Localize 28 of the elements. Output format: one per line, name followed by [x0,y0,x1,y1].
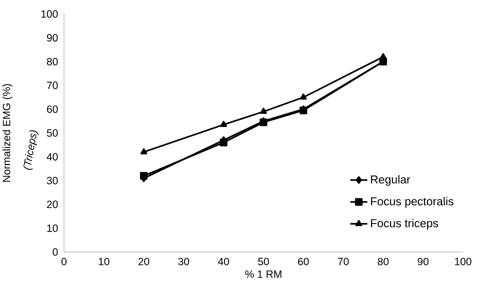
x-tick-label: 40 [218,258,230,266]
x-tick-label: 0 [61,258,66,266]
y-tick-label: 100 [41,10,58,18]
y-tick-label: 60 [47,105,58,113]
text: (Triceps) [23,130,39,170]
legend-label: Focus triceps [371,218,438,230]
x-tick-label: 50 [258,258,269,266]
y-tick-label: 50 [46,129,58,137]
x-axis-title: % 1 RM [245,270,282,278]
legend-label: Focus pectoralis [371,196,454,208]
x-tick-label: 30 [178,258,190,266]
y-tick-label: 90 [46,34,58,42]
y-tick-label: 0 [52,248,58,256]
y-tick-label: 40 [46,153,58,161]
x-tick-label: 80 [378,258,389,266]
x-tick-label: 100 [455,258,472,266]
y-tick-label: 10 [47,224,58,232]
y-tick-label: 80 [46,58,58,66]
y-tick-label: 20 [47,200,58,208]
y-tick-label: 30 [46,176,58,184]
x-tick-label: 90 [418,258,429,266]
y-tick-label: 70 [47,82,58,90]
x-tick-label: 20 [138,258,150,266]
x-tick-label: 10 [98,258,110,266]
x-tick-label: 70 [338,258,349,266]
legend-label: Regular [371,175,410,186]
x-tick-label: 60 [298,258,309,266]
y-axis-title: Normalized EMG (%) [2,84,12,182]
